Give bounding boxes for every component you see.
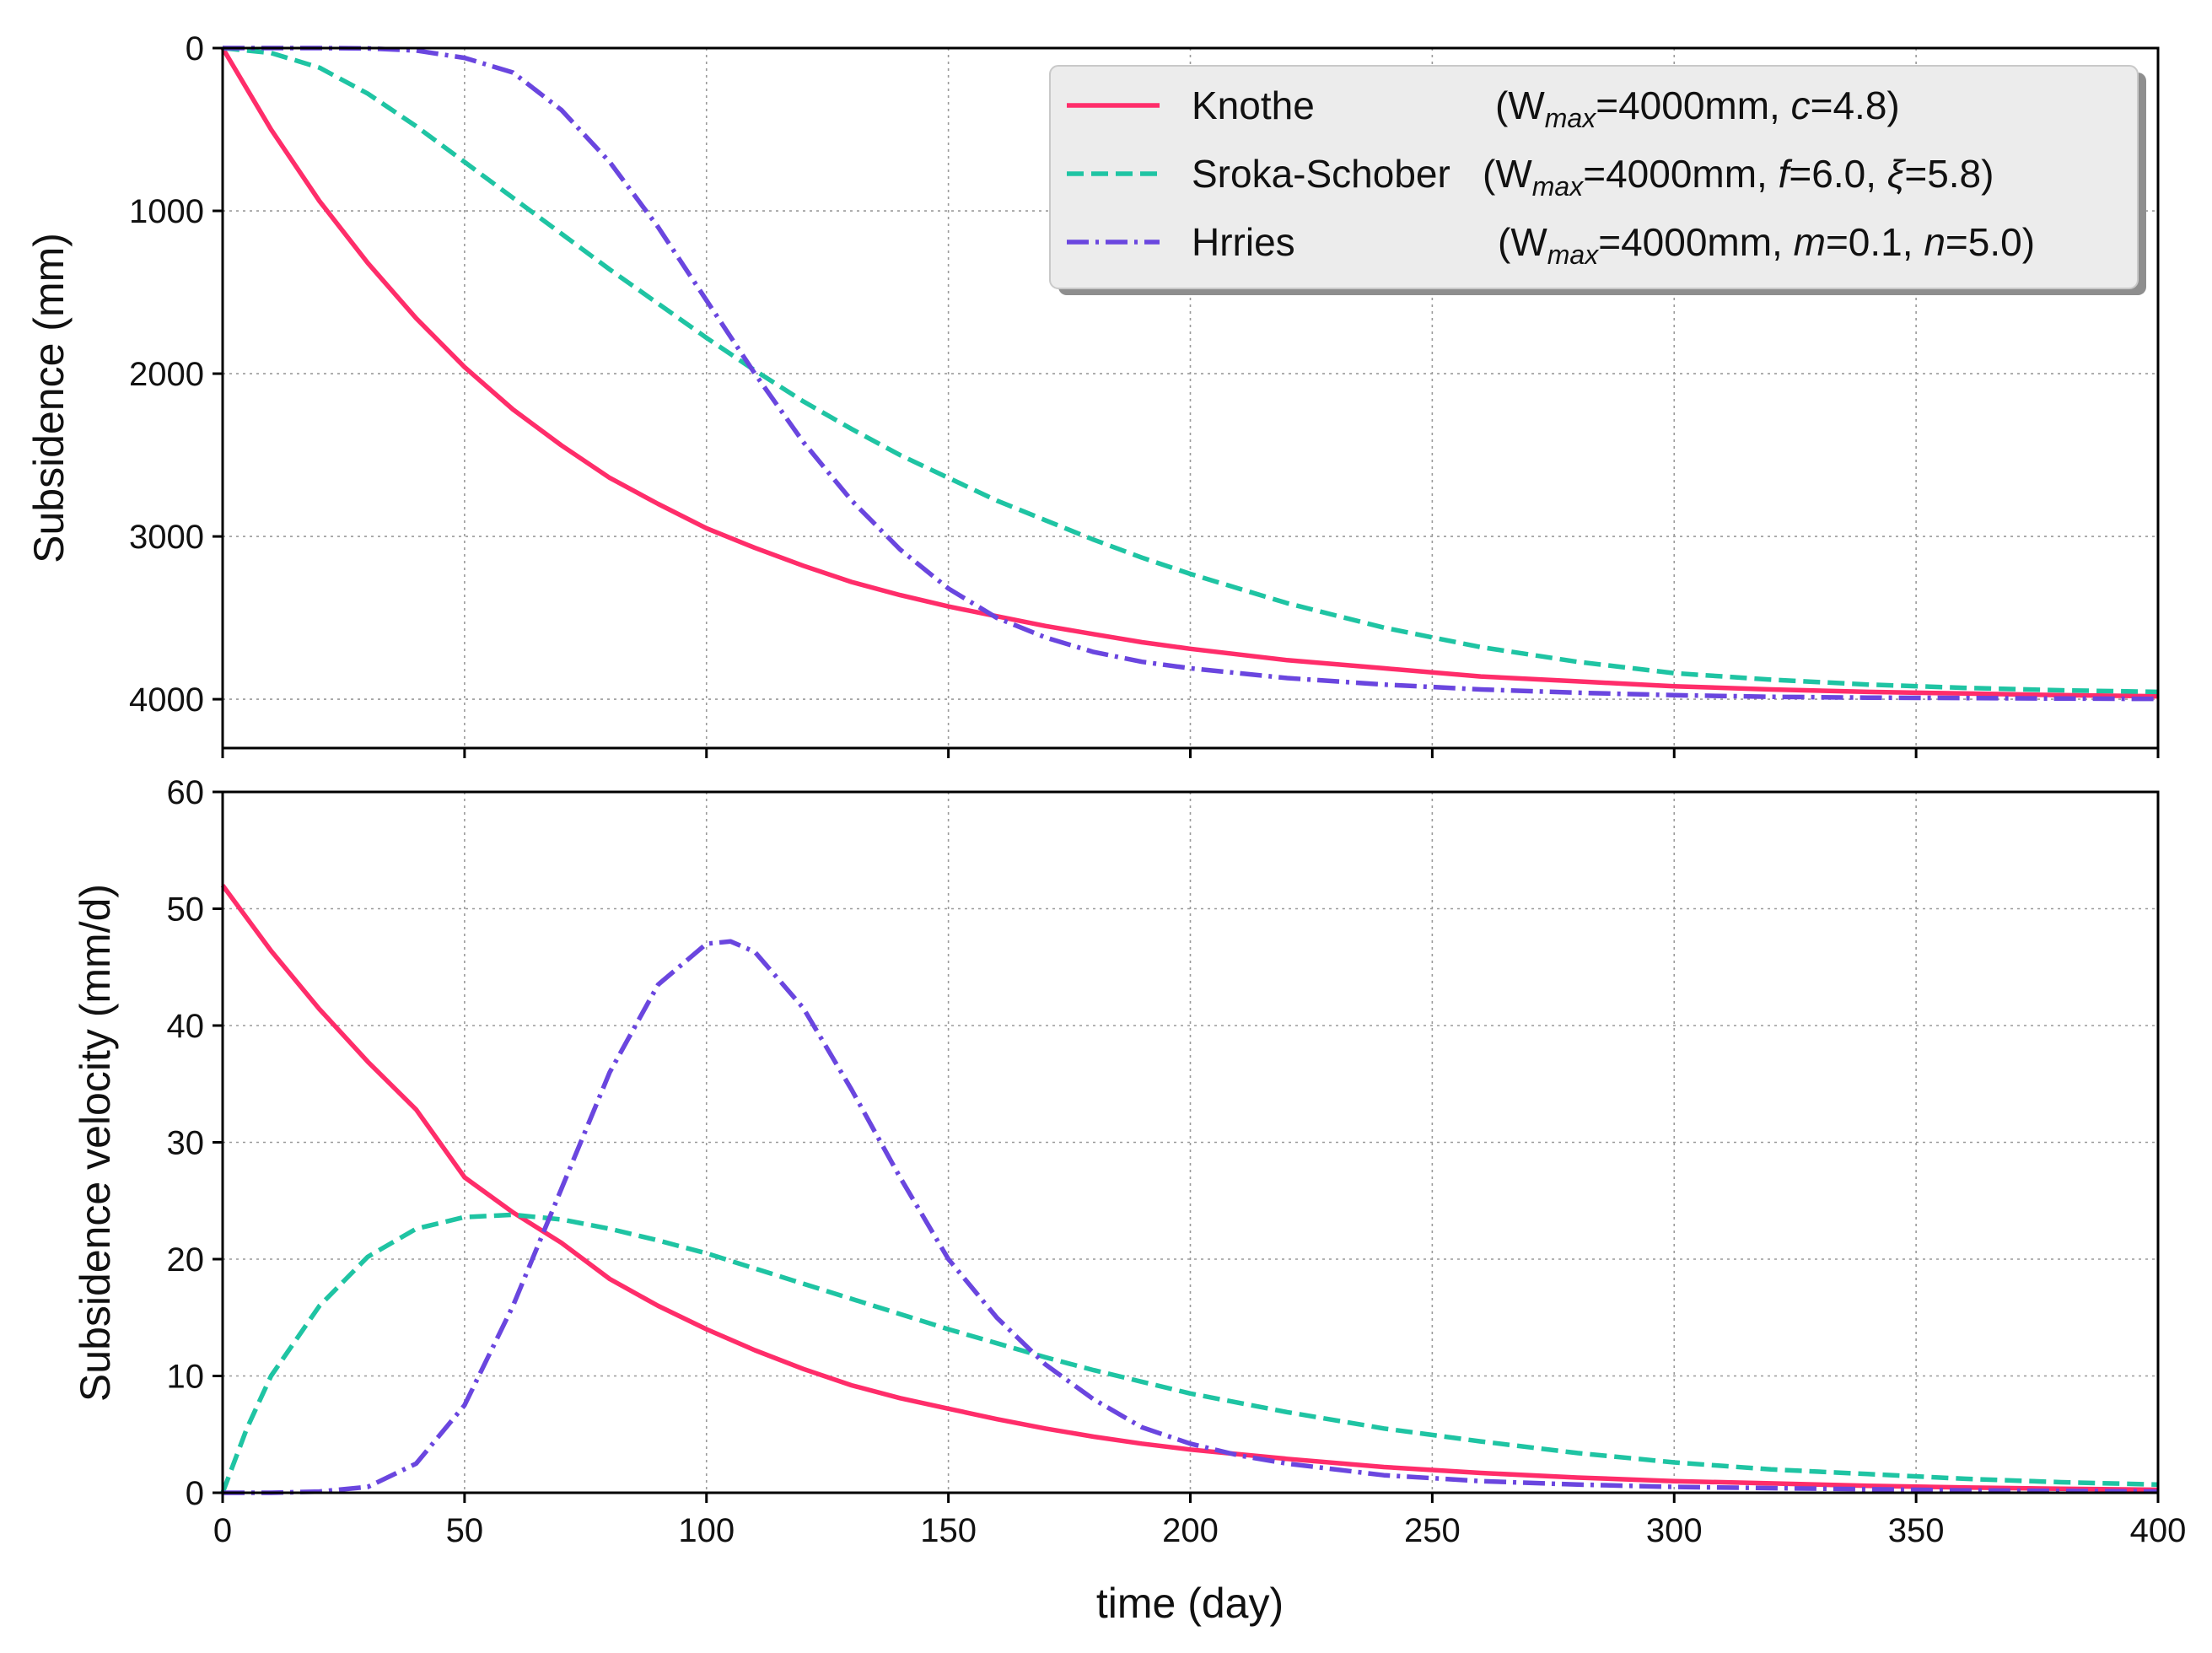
x-tick-label-150: 150 [920, 1512, 977, 1549]
bottom-ticks: 0 50 100 150 200 250 300 350 400 0 10 20 30 40 50 60 [167, 774, 2187, 1549]
x-tick-label-350: 350 [1888, 1512, 1945, 1549]
subsidence-panel: 0 1000 2000 3000 4000 Subsidence (mm) Knothe… [25, 30, 2160, 758]
bottom-y-tick-label-30: 30 [167, 1125, 205, 1162]
bottom-y-tick-label-50: 50 [167, 891, 205, 929]
bottom-series-group [220, 884, 2159, 1495]
bottom-y-axis-label: Subsidence velocity (mm/d) [72, 884, 119, 1402]
top-series-group [220, 46, 2159, 702]
bottom-series-knothe [220, 884, 2159, 1493]
bottom-y-tick-label-20: 20 [167, 1241, 205, 1279]
legend-name-sroka-schober: Sroka-Schober [1192, 152, 1450, 196]
bottom-series-sroka-schober [220, 1212, 2159, 1494]
top-y-tick-label-1000: 1000 [129, 193, 204, 230]
legend-name-knothe: Knothe [1192, 83, 1315, 127]
x-tick-label-400: 400 [2130, 1512, 2187, 1549]
legend-params-knothe: (Wmax=4000mm, c=4.8) [1495, 83, 1900, 133]
x-tick-label-0: 0 [213, 1512, 232, 1549]
bottom-series-hrries [223, 939, 2159, 1495]
top-series-hrries [223, 46, 2159, 702]
x-tick-label-100: 100 [678, 1512, 735, 1549]
bottom-y-tick-label-0: 0 [186, 1475, 204, 1512]
top-ticks: 0 1000 2000 3000 4000 [129, 30, 2160, 758]
top-y-axis-label: Subsidence (mm) [25, 233, 73, 563]
legend-box [1049, 65, 2139, 289]
bottom-y-tick-label-10: 10 [167, 1359, 205, 1396]
legend-name-hrries: Hrries [1192, 220, 1295, 264]
legend-params-hrries: (Wmax=4000mm, m=0.1, n=5.0) [1498, 220, 2035, 270]
top-series-sroka-schober [222, 46, 2159, 695]
top-y-tick-label-0: 0 [186, 30, 204, 67]
bottom-y-tick-label-40: 40 [167, 1008, 205, 1045]
x-tick-label-200: 200 [1162, 1512, 1219, 1549]
legend: Knothe (Wmax=4000mm, c=4.8) Sroka-Schobe… [1049, 65, 2146, 295]
top-y-tick-label-2000: 2000 [129, 356, 204, 393]
x-axis-label: time (day) [1096, 1580, 1284, 1627]
bottom-y-tick-label-60: 60 [167, 774, 205, 811]
top-y-tick-label-3000: 3000 [129, 519, 204, 556]
x-tick-label-300: 300 [1646, 1512, 1703, 1549]
x-tick-label-50: 50 [446, 1512, 484, 1549]
velocity-panel: 0 50 100 150 200 250 300 350 400 0 10 20 30 40 50 60 Su… [72, 774, 2186, 1627]
x-tick-label-250: 250 [1404, 1512, 1461, 1549]
legend-params-sroka-schober: (Wmax=4000mm, f=6.0, ξ=5.8) [1483, 152, 1994, 202]
top-series-knothe [220, 46, 2159, 699]
top-y-tick-label-4000: 4000 [129, 681, 204, 719]
